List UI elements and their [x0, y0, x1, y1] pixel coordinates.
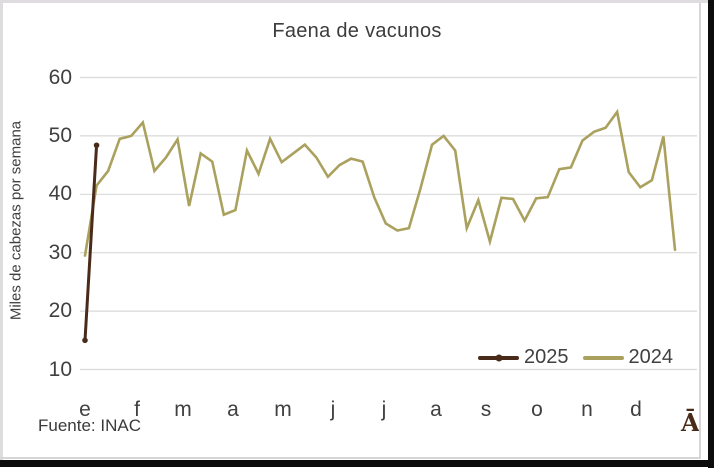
legend: 2025 2024 — [478, 346, 673, 369]
frame-edge-left — [0, 0, 3, 460]
x-tick-label-6: j — [330, 398, 336, 421]
x-tick-label-8: a — [430, 398, 442, 421]
x-tick-label-3: m — [174, 398, 192, 421]
chart-title: Faena de vacunos — [272, 20, 442, 42]
y-tick-label-30: 30 — [48, 240, 72, 264]
x-tick-label-2: f — [134, 398, 140, 421]
y-tick-label-10: 10 — [48, 357, 72, 381]
legend-item-2024: 2024 — [582, 346, 674, 369]
x-tick-label-5: m — [274, 398, 292, 421]
corner-glyph: Ā — [681, 408, 700, 437]
legend-label-2024: 2024 — [628, 346, 674, 368]
y-tick-label-50: 50 — [48, 123, 72, 147]
source-note: Fuente: INAC — [38, 416, 141, 435]
series-2024-line — [83, 108, 677, 257]
legend-label-2025: 2025 — [524, 346, 569, 368]
x-tick-label-7: j — [381, 398, 387, 421]
legend-swatch-2024 — [582, 355, 624, 360]
frame-edge-bottom — [0, 460, 714, 467]
y-tick-label-60: 60 — [48, 65, 72, 89]
series-2025-marker — [82, 337, 88, 344]
frame-edge-top — [0, 0, 714, 3]
card-bottom-border — [0, 457, 701, 459]
y-axis-title: Miles de cabezas por semana — [7, 120, 25, 321]
y-tick-label-40: 40 — [48, 182, 72, 206]
card-right-border — [699, 3, 701, 459]
y-tick-label-20: 20 — [48, 299, 72, 323]
legend-marker-dot-2025 — [495, 354, 502, 361]
frame-edge-right — [708, 0, 714, 468]
x-tick-label-9: s — [480, 398, 492, 421]
x-tick-label-11: n — [581, 398, 593, 421]
x-tick-label-12: d — [630, 398, 642, 421]
x-tick-label-1: e — [79, 398, 91, 421]
x-tick-label-10: o — [531, 398, 543, 421]
x-tick-label-4: a — [227, 398, 239, 421]
legend-item-2025: 2025 — [478, 346, 569, 369]
legend-swatch-2025 — [478, 354, 519, 361]
series-2025-line — [83, 143, 99, 342]
series-2025-marker — [93, 142, 100, 149]
